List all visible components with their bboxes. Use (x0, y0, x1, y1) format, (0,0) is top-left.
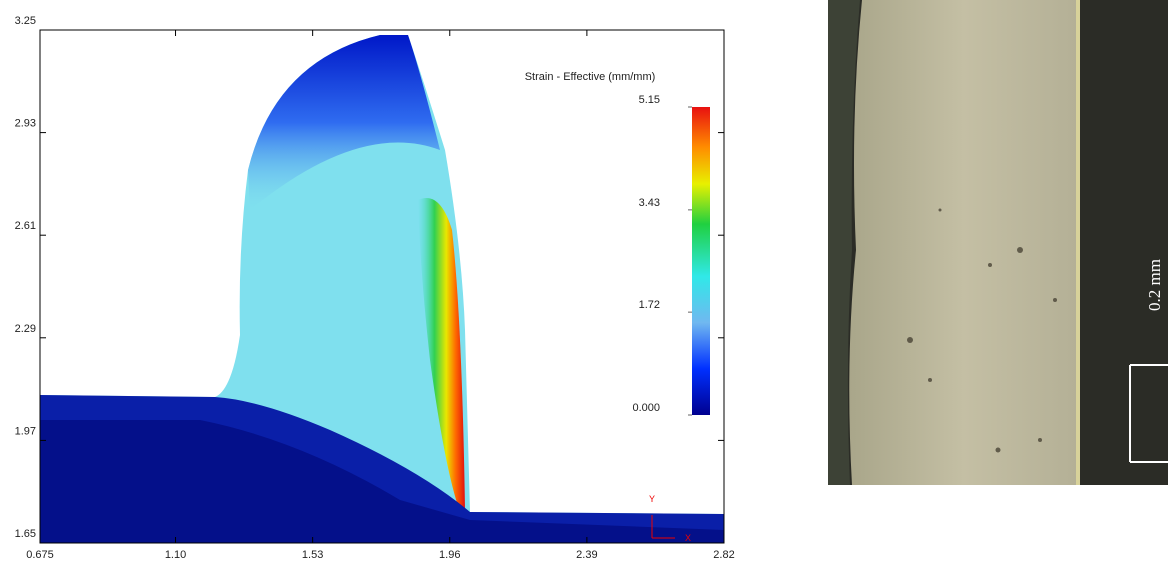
base-deep (40, 420, 724, 543)
x-tick-label: 2.39 (576, 549, 597, 561)
x-tick-label: 2.82 (713, 549, 734, 561)
x-tick-label: 1.96 (439, 549, 460, 561)
x-tick-label: 1.53 (302, 549, 323, 561)
y-tick-label: 2.93 (15, 118, 36, 130)
chip-cap (248, 35, 440, 210)
y-tick-label: 3.25 (15, 15, 36, 27)
scale-label: 0.2 mm (1145, 259, 1164, 311)
plot-frame (39, 29, 725, 544)
y-tick-label: 1.65 (15, 528, 36, 540)
colorbar-tick-label: 1.72 (639, 299, 660, 311)
x-tick-label: 1.10 (165, 549, 186, 561)
colorbar-tick-label: 3.43 (639, 197, 660, 209)
colorbar-tick-label: 5.15 (639, 94, 660, 106)
colorbar-tick-label: 0.000 (632, 402, 660, 414)
y-tick-label: 2.29 (15, 323, 36, 335)
strain-field (40, 35, 724, 543)
axis-triad (651, 515, 675, 539)
micrograph: 0.2 mm (828, 0, 1168, 485)
y-tick-label: 1.97 (15, 425, 36, 437)
x-tick-label: 0.675 (26, 549, 54, 561)
y-tick-label: 2.61 (15, 220, 36, 232)
shear-band (418, 198, 465, 512)
colorbar-title: Strain - Effective (mm/mm) (525, 71, 656, 83)
y-axis-label: Y (649, 494, 655, 504)
x-axis-label: X (685, 533, 691, 543)
colorbar (692, 107, 710, 415)
